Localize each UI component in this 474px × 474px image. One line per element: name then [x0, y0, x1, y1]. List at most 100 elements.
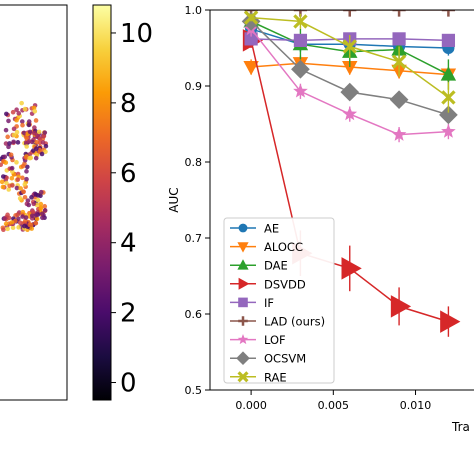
embedding-point	[14, 117, 19, 123]
legend-marker	[237, 334, 249, 345]
colorbar-tick-label: 0	[120, 369, 137, 399]
embedding-point	[42, 208, 48, 213]
embedding-point	[10, 109, 16, 115]
embedding-point	[11, 126, 17, 132]
legend-entry: RAE	[230, 370, 287, 384]
embedding-point	[42, 204, 48, 209]
embedding-point	[23, 215, 29, 220]
embedding-point	[34, 216, 40, 222]
data-point	[291, 59, 310, 79]
y-tick-label: 0.6	[185, 308, 203, 321]
embedding-point	[27, 222, 33, 228]
colorbar-strip	[92, 4, 112, 401]
embedding-point	[38, 189, 44, 195]
embedding-scatter	[0, 100, 49, 233]
embedding-point	[36, 129, 42, 135]
embedding-point	[22, 106, 28, 112]
legend-marker	[237, 242, 249, 253]
data-point	[293, 14, 308, 29]
embedding-point	[3, 127, 9, 133]
data-point	[342, 106, 358, 121]
embedding-point	[34, 146, 39, 151]
x-tick-label: 0.005	[318, 399, 350, 412]
embedding-point	[29, 195, 34, 200]
data-point	[244, 32, 258, 46]
embedding-point	[32, 108, 38, 114]
data-point	[343, 10, 357, 17]
data-point	[441, 33, 456, 47]
embedding-point	[30, 209, 36, 215]
embedding-point	[39, 151, 45, 157]
data-point	[391, 54, 407, 69]
colorbar-tick-label: 10	[120, 19, 153, 49]
embedding-point	[10, 225, 16, 230]
embedding-point	[24, 144, 29, 149]
embedding-point	[6, 118, 11, 124]
data-point	[441, 123, 456, 138]
embedding-point	[3, 141, 9, 146]
embedding-point	[33, 118, 39, 123]
embedding-point	[21, 189, 26, 194]
data-point	[243, 60, 259, 76]
embedding-point	[11, 132, 17, 138]
embedding-point	[43, 143, 49, 149]
embedding-point	[15, 177, 21, 182]
legend-items: AE ALOCC DAE DSVDD IF LAD (ours) LOF OCSVM RAE	[230, 222, 325, 384]
embedding-point	[40, 140, 46, 145]
legend-marker	[238, 277, 250, 290]
data-point	[243, 10, 259, 25]
embedding-point	[17, 196, 23, 201]
embedding-point	[41, 133, 47, 139]
y-tick-label: 0.5	[185, 384, 203, 397]
embedding-point	[27, 129, 33, 135]
embedding-point	[22, 194, 28, 200]
embedding-point	[16, 111, 22, 116]
embedding-point	[20, 175, 25, 181]
embedding-point	[43, 149, 48, 155]
series-ocsvm	[241, 12, 458, 125]
data-point	[440, 66, 457, 81]
embedding-point	[34, 133, 40, 138]
legend-label: LOF	[264, 333, 286, 347]
data-point	[293, 33, 308, 47]
embedding-point	[4, 180, 9, 186]
embedding-point	[25, 164, 30, 170]
x-tick-label: 0.000	[235, 399, 267, 412]
data-point	[241, 12, 261, 31]
data-point	[342, 60, 358, 76]
embedding-point	[33, 155, 39, 161]
embedding-point	[8, 152, 14, 158]
embedding-point	[2, 216, 8, 221]
legend-marker	[238, 297, 248, 308]
legend-label: LAD (ours)	[264, 315, 325, 329]
legend-frame	[223, 217, 335, 384]
legend-entry: AE	[230, 222, 279, 236]
embedding-point	[9, 169, 15, 174]
embedding-point	[19, 119, 25, 124]
embedding-point	[9, 165, 15, 171]
embedding-point	[34, 212, 39, 218]
embedding-point	[35, 197, 41, 203]
embedding-point	[10, 183, 15, 188]
axes-ticks: 0.5 0.6 0.7 0.8 0.9 1.0 0.000 0.005 0.010	[185, 4, 432, 412]
legend-entry: DAE	[230, 259, 288, 273]
embedding-point	[9, 175, 15, 181]
data-point	[293, 83, 308, 98]
data-point	[439, 105, 458, 125]
embedding-point	[22, 182, 28, 187]
embedding-point	[20, 122, 25, 128]
embedding-point	[38, 206, 44, 211]
embedding-point	[38, 193, 43, 199]
embedding-point	[27, 138, 32, 144]
y-tick-label: 1.0	[185, 4, 203, 17]
colorbar-tick-label: 6	[120, 159, 137, 189]
embedding-point	[16, 225, 21, 230]
embedding-point	[0, 184, 6, 190]
data-point	[392, 10, 406, 17]
embedding-point	[5, 134, 10, 140]
embedding-point	[38, 201, 44, 207]
embedding-point	[4, 111, 9, 117]
auc-chart: 0.5 0.6 0.7 0.8 0.9 1.0 0.000 0.005 0.010 AUC Tr…	[167, 4, 474, 434]
data-point	[341, 257, 362, 280]
